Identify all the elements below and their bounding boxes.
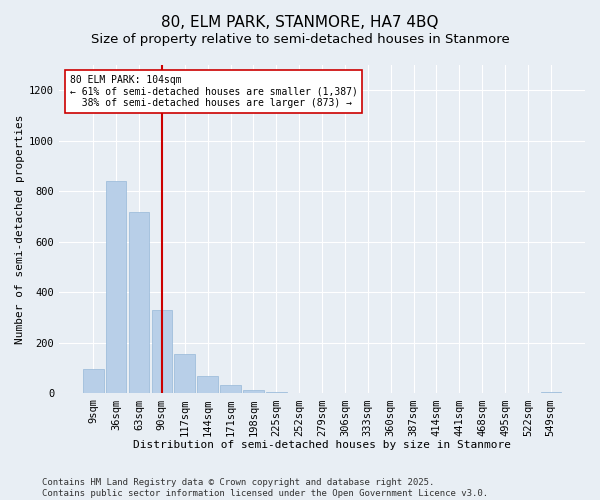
Y-axis label: Number of semi-detached properties: Number of semi-detached properties — [15, 114, 25, 344]
Bar — [541, 392, 561, 394]
Bar — [220, 384, 241, 394]
Text: Size of property relative to semi-detached houses in Stanmore: Size of property relative to semi-detach… — [91, 32, 509, 46]
Bar — [106, 181, 127, 394]
X-axis label: Distribution of semi-detached houses by size in Stanmore: Distribution of semi-detached houses by … — [133, 440, 511, 450]
Bar — [152, 310, 172, 394]
Bar — [266, 392, 287, 394]
Text: 80, ELM PARK, STANMORE, HA7 4BQ: 80, ELM PARK, STANMORE, HA7 4BQ — [161, 15, 439, 30]
Text: Contains HM Land Registry data © Crown copyright and database right 2025.
Contai: Contains HM Land Registry data © Crown c… — [42, 478, 488, 498]
Bar — [128, 212, 149, 394]
Bar — [243, 390, 263, 394]
Bar — [83, 370, 104, 394]
Bar — [197, 376, 218, 394]
Bar — [175, 354, 195, 394]
Text: 80 ELM PARK: 104sqm
← 61% of semi-detached houses are smaller (1,387)
  38% of s: 80 ELM PARK: 104sqm ← 61% of semi-detach… — [70, 75, 358, 108]
